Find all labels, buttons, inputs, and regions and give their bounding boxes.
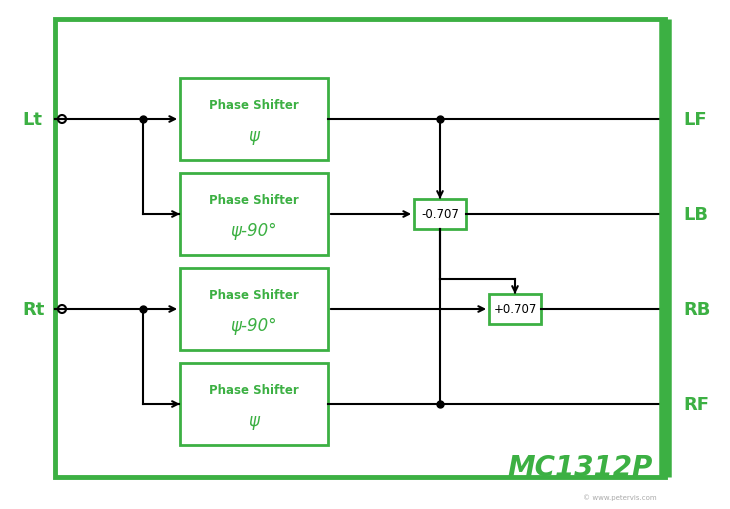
Text: Phase Shifter: Phase Shifter	[209, 383, 299, 396]
Text: RF: RF	[683, 395, 709, 413]
Bar	[180, 268, 328, 350]
Bar	[180, 174, 328, 256]
Text: ψ: ψ	[248, 412, 259, 430]
Text: © www.petervis.com: © www.petervis.com	[583, 494, 657, 500]
Bar	[55, 20, 665, 477]
Text: MC1312P: MC1312P	[507, 453, 653, 481]
Text: LB: LB	[683, 206, 708, 223]
Text: +0.707: +0.707	[493, 303, 537, 316]
Text: Phase Shifter: Phase Shifter	[209, 99, 299, 111]
Bar	[180, 79, 328, 161]
Text: ψ: ψ	[248, 127, 259, 145]
Text: Lt: Lt	[22, 111, 42, 129]
Text: RB: RB	[683, 300, 710, 318]
Text: Rt: Rt	[22, 300, 45, 318]
Text: -0.707: -0.707	[421, 208, 459, 221]
Text: Phase Shifter: Phase Shifter	[209, 288, 299, 301]
Text: LF: LF	[683, 111, 707, 129]
Bar	[489, 294, 541, 324]
Bar	[414, 200, 466, 230]
Text: ψ-90°: ψ-90°	[231, 222, 277, 240]
Text: ψ-90°: ψ-90°	[231, 317, 277, 335]
Text: Phase Shifter: Phase Shifter	[209, 193, 299, 206]
Bar	[180, 363, 328, 445]
